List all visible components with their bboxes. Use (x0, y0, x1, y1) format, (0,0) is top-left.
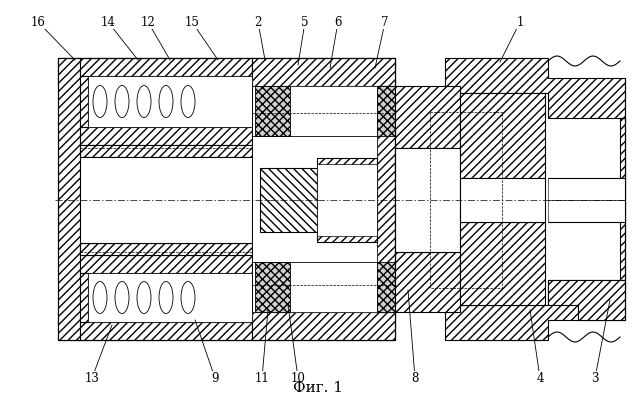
Polygon shape (255, 86, 290, 136)
Polygon shape (252, 312, 395, 340)
Polygon shape (620, 118, 625, 280)
Polygon shape (317, 158, 377, 242)
Text: 2: 2 (254, 15, 262, 29)
Polygon shape (58, 58, 395, 86)
Polygon shape (255, 262, 290, 312)
Polygon shape (80, 322, 252, 340)
Polygon shape (80, 127, 252, 145)
Polygon shape (317, 164, 377, 236)
Text: 10: 10 (291, 372, 305, 384)
Text: 3: 3 (591, 372, 599, 384)
Polygon shape (460, 305, 545, 340)
Ellipse shape (159, 85, 173, 118)
Text: 9: 9 (211, 372, 219, 384)
Polygon shape (548, 178, 625, 200)
Polygon shape (80, 145, 252, 157)
Polygon shape (88, 76, 252, 127)
Polygon shape (548, 280, 625, 320)
Polygon shape (377, 262, 395, 312)
Text: 4: 4 (536, 372, 544, 384)
Ellipse shape (93, 282, 107, 314)
Polygon shape (377, 86, 395, 312)
Polygon shape (252, 86, 377, 312)
Ellipse shape (115, 85, 129, 118)
Polygon shape (80, 243, 252, 255)
Polygon shape (460, 178, 545, 222)
Polygon shape (58, 58, 80, 340)
Text: 15: 15 (184, 15, 200, 29)
Polygon shape (88, 273, 252, 322)
Polygon shape (252, 58, 395, 86)
Ellipse shape (159, 282, 173, 314)
Polygon shape (395, 252, 460, 312)
Polygon shape (395, 86, 460, 148)
Polygon shape (80, 255, 252, 273)
Ellipse shape (137, 282, 151, 314)
Polygon shape (80, 58, 252, 76)
Polygon shape (377, 86, 395, 136)
Ellipse shape (137, 85, 151, 118)
Ellipse shape (181, 282, 195, 314)
Polygon shape (80, 273, 88, 322)
Ellipse shape (181, 85, 195, 118)
Text: 11: 11 (255, 372, 269, 384)
Ellipse shape (93, 85, 107, 118)
Polygon shape (80, 76, 88, 127)
Text: 13: 13 (84, 372, 99, 384)
Polygon shape (80, 157, 252, 243)
Polygon shape (620, 118, 625, 280)
Text: 14: 14 (100, 15, 115, 29)
Polygon shape (395, 148, 460, 252)
Ellipse shape (115, 282, 129, 314)
Text: 16: 16 (31, 15, 45, 29)
Polygon shape (460, 58, 545, 93)
Polygon shape (445, 280, 625, 340)
Polygon shape (460, 93, 545, 178)
Text: 7: 7 (381, 15, 388, 29)
Text: 12: 12 (141, 15, 156, 29)
Polygon shape (460, 222, 545, 305)
Text: 8: 8 (412, 372, 419, 384)
Text: Фиг. 1: Фиг. 1 (293, 381, 343, 395)
Text: 5: 5 (301, 15, 308, 29)
Text: 1: 1 (516, 15, 524, 29)
Polygon shape (260, 168, 317, 232)
Polygon shape (445, 58, 625, 118)
Polygon shape (58, 312, 395, 340)
Polygon shape (548, 200, 625, 222)
Text: 6: 6 (334, 15, 342, 29)
